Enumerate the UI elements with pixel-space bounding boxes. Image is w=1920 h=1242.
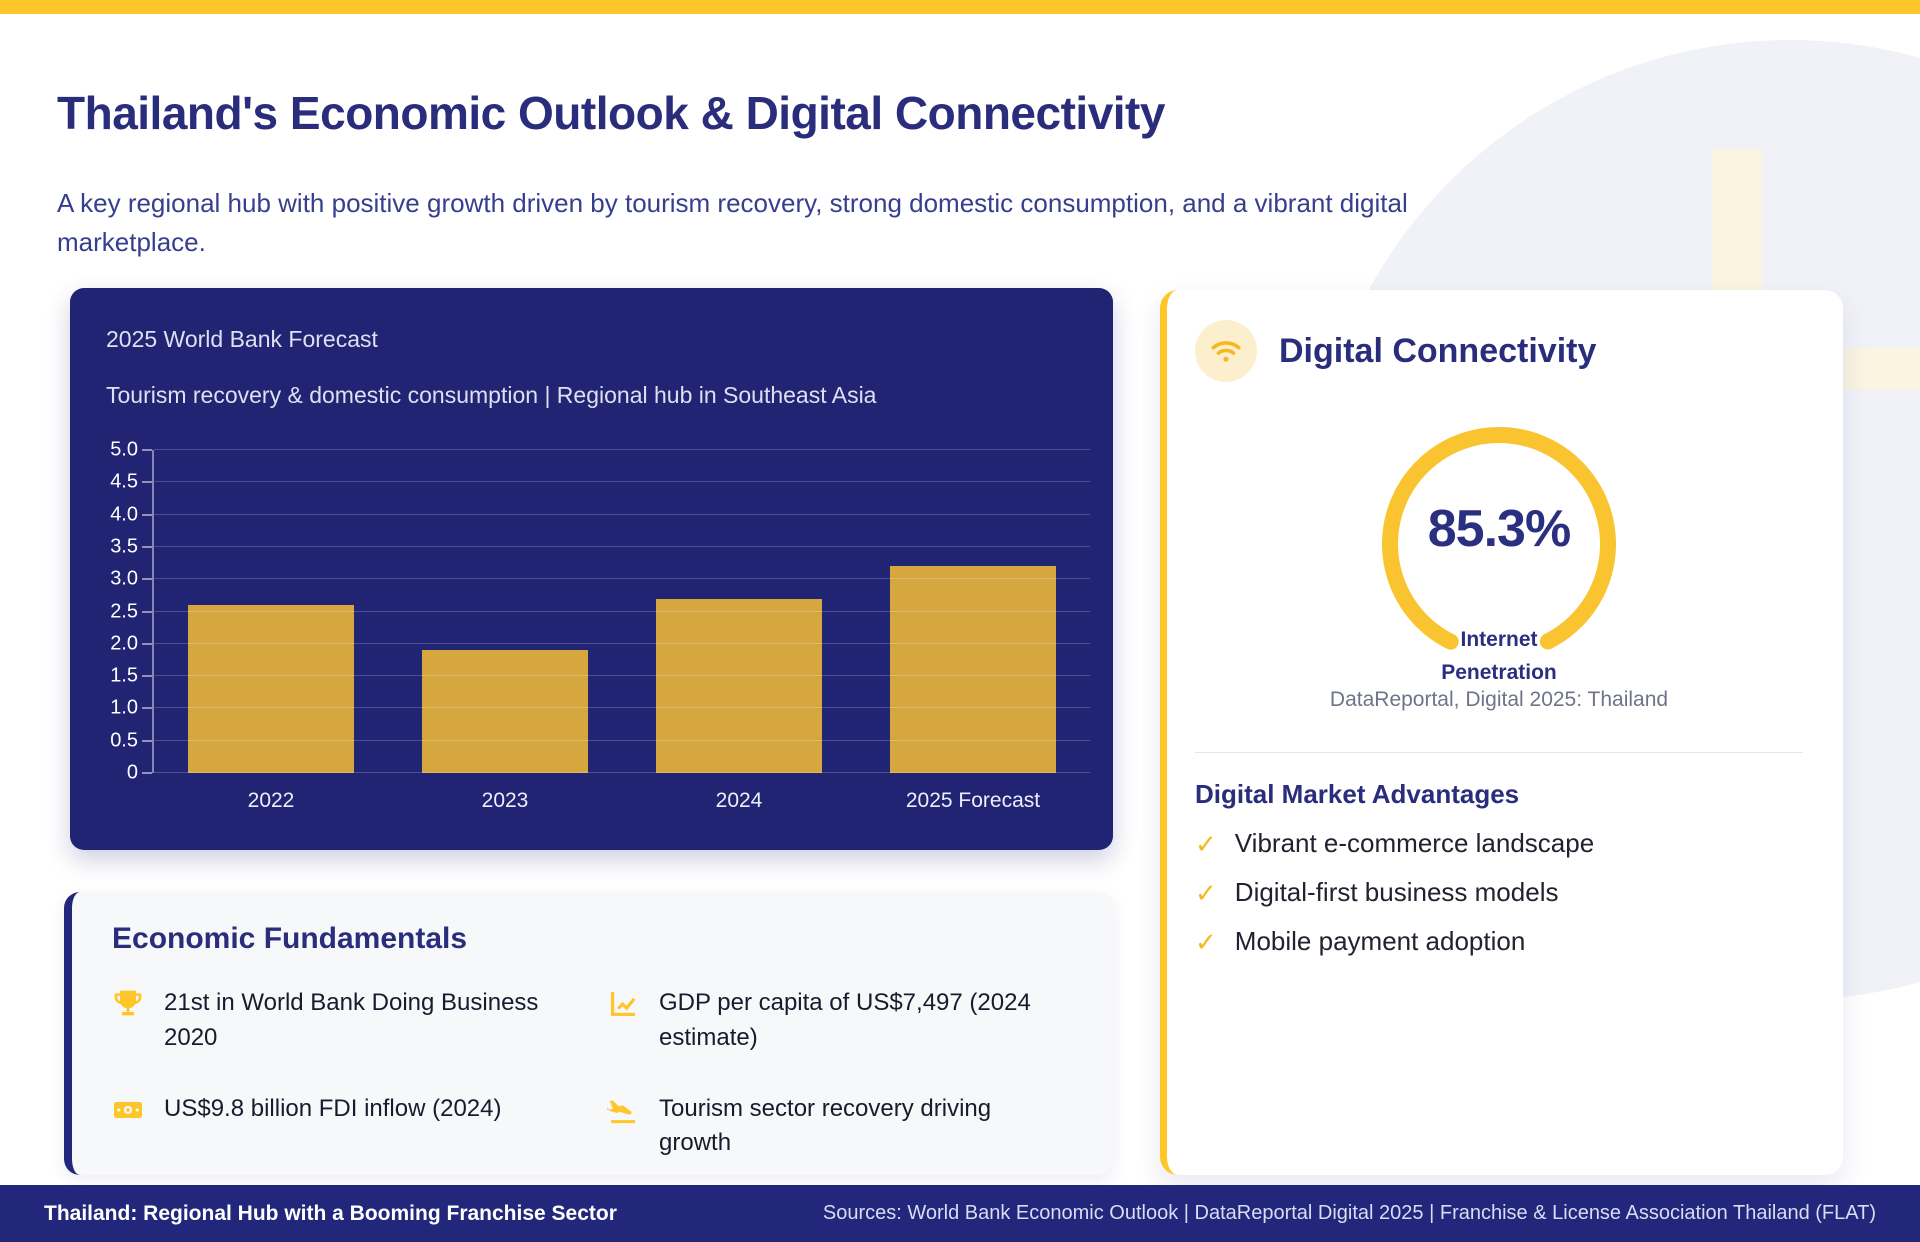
y-axis-tick	[142, 481, 152, 484]
y-axis-tick-label: 4.5	[110, 470, 138, 493]
economic-item-text: 21st in World Bank Doing Business 2020	[164, 989, 539, 1051]
x-axis-label: 2022	[247, 789, 295, 812]
economic-item: Tourism sector recovery driving growth	[607, 1092, 1074, 1162]
gridline	[154, 513, 1090, 515]
x-axis-labels: 2022 2023 2024 2025 Forecast	[154, 789, 1090, 813]
gridline	[154, 545, 1090, 547]
advantage-item: ✓ Digital-first business models	[1195, 877, 1803, 908]
bar-slot	[388, 450, 622, 773]
gridline	[154, 449, 1090, 450]
economic-item-text: Tourism sector recovery driving growth	[659, 1094, 992, 1157]
x-axis-label: 2025 Forecast	[905, 789, 1041, 812]
x-axis-label: 2023	[481, 789, 529, 812]
y-axis-tick	[142, 739, 152, 742]
gauge-source: DataReportal, Digital 2025: Thailand	[1329, 688, 1669, 711]
y-axis-tick	[142, 707, 152, 710]
chart-title: 2025 World Bank Forecast	[106, 326, 378, 352]
bar-2022	[187, 605, 355, 773]
y-axis-tick	[142, 610, 152, 613]
gauge-label-line1: Internet	[1460, 628, 1538, 651]
economic-item: GDP per capita of US$7,497 (2024 estimat…	[607, 986, 1074, 1056]
page-title: Thailand's Economic Outlook & Digital Co…	[57, 87, 1165, 139]
wifi-icon-badge	[1195, 320, 1257, 382]
bar-2023	[421, 650, 589, 773]
digital-market-advantages-heading: Digital Market Advantages	[1195, 779, 1520, 809]
bar-series	[154, 450, 1090, 773]
digital-market-advantages-list: ✓ Vibrant e-commerce landscape ✓ Digital-fi…	[1195, 828, 1803, 975]
advantage-item: ✓ Vibrant e-commerce landscape	[1195, 828, 1803, 859]
economic-fundamentals-grid: 21st in World Bank Doing Business 2020 GD…	[112, 986, 1074, 1161]
gauge-ring-svg	[1382, 427, 1616, 661]
y-axis-tick	[142, 642, 152, 645]
plane-arrival-icon	[607, 1094, 641, 1126]
chart-subtitle: Tourism recovery & domestic consumption …	[106, 382, 877, 408]
page-subtitle: A key regional hub with positive growth …	[57, 188, 1408, 257]
y-axis-tick	[142, 449, 152, 451]
y-axis-tick	[142, 772, 152, 774]
economic-fundamentals-heading: Economic Fundamentals	[112, 922, 468, 955]
economic-fundamentals-card: Economic Fundamentals 21st in World Bank…	[64, 892, 1114, 1175]
bar-chart-plot-area: 2022 2023 2024 2025 Forecast 0 0.5 1.0 1.5 2.0 2…	[110, 439, 1090, 812]
bar-slot	[856, 450, 1090, 773]
advantage-item-text: Mobile payment adoption	[1234, 926, 1526, 956]
bar-slot	[622, 450, 856, 773]
economic-item: 21st in World Bank Doing Business 2020	[112, 986, 579, 1056]
gridline	[154, 578, 1090, 580]
banknote-icon	[112, 1094, 146, 1126]
digital-connectivity-header: Digital Connectivity	[1195, 320, 1803, 382]
bar-2024	[655, 598, 823, 773]
trophy-icon	[112, 988, 146, 1020]
y-axis-tick-label: 3.0	[110, 567, 138, 590]
y-axis-tick-label: 5.0	[110, 438, 138, 461]
advantage-item: ✓ Mobile payment adoption	[1195, 926, 1803, 957]
check-icon: ✓	[1195, 877, 1217, 908]
y-axis-tick	[142, 578, 152, 581]
gridline	[154, 675, 1090, 677]
wifi-icon	[1211, 341, 1241, 362]
advantage-item-text: Digital-first business models	[1234, 877, 1559, 907]
check-icon: ✓	[1195, 828, 1217, 859]
y-axis-tick-label: 0.5	[110, 729, 138, 752]
y-axis-tick	[142, 545, 152, 548]
bar-2025-forecast	[889, 566, 1057, 773]
economic-item: US$9.8 billion FDI inflow (2024)	[112, 1092, 579, 1162]
gauge-label-line2: Penetration	[1441, 660, 1557, 684]
footer-bar: Thailand: Regional Hub with a Booming Fr…	[0, 1185, 1920, 1242]
y-axis-tick-label: 2.0	[110, 632, 138, 655]
gauge-value: 85.3%	[1427, 500, 1571, 558]
background-watermark-shape	[1838, 348, 1920, 390]
gridline	[154, 772, 1090, 773]
digital-connectivity-heading: Digital Connectivity	[1279, 331, 1597, 370]
gridline	[154, 610, 1090, 612]
gridline	[154, 739, 1090, 741]
gridline	[154, 642, 1090, 644]
internet-penetration-gauge: 85.3% Internet Penetration DataReportal,…	[1195, 426, 1803, 712]
check-icon: ✓	[1195, 926, 1217, 957]
y-axis-tick	[142, 675, 152, 678]
digital-connectivity-card: Digital Connectivity 85.3% Internet Pene…	[1160, 290, 1843, 1175]
top-accent-bar	[0, 0, 1920, 14]
y-axis-tick	[142, 513, 152, 516]
y-axis-tick-label: 4.0	[110, 503, 138, 526]
chart-increase-icon	[607, 988, 641, 1020]
y-axis-tick-label: 3.5	[110, 535, 138, 558]
x-axis-label: 2024	[715, 789, 763, 812]
footer-tagline: Thailand: Regional Hub with a Booming Fr…	[44, 1201, 617, 1225]
advantage-item-text: Vibrant e-commerce landscape	[1234, 828, 1595, 858]
y-axis-tick-label: 0	[126, 761, 138, 784]
gauge-label: Internet Penetration	[1381, 624, 1617, 689]
gridline	[154, 481, 1090, 483]
gridline	[154, 707, 1090, 709]
gauge-ring: 85.3% Internet Penetration	[1381, 426, 1617, 684]
economic-item-text: US$9.8 billion FDI inflow (2024)	[164, 1094, 502, 1122]
economic-item-text: GDP per capita of US$7,497 (2024 estimat…	[659, 989, 1031, 1051]
bar-slot	[154, 450, 388, 773]
divider	[1195, 752, 1803, 753]
footer-sources: Sources: World Bank Economic Outlook | D…	[822, 1202, 1876, 1224]
y-axis-tick-label: 2.5	[110, 600, 138, 622]
y-axis-tick-label: 1.5	[110, 664, 138, 687]
gdp-forecast-chart-card: 2025 World Bank Forecast Tourism recover…	[70, 288, 1113, 850]
y-axis-tick-label: 1.0	[110, 696, 138, 719]
